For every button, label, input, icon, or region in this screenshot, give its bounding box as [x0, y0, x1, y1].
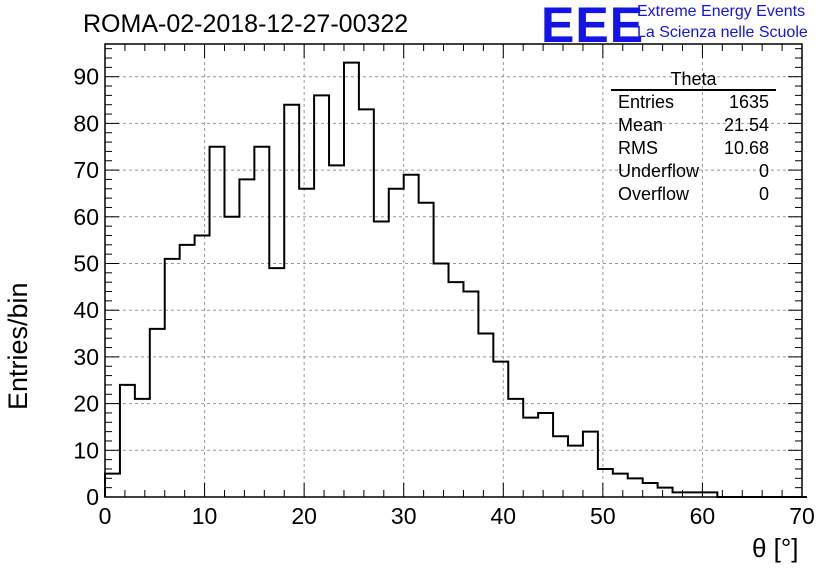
- histogram-bin: [538, 413, 553, 497]
- y-tick-label: 60: [73, 204, 99, 230]
- histogram-bin: [404, 175, 419, 497]
- histogram-bin: [434, 263, 449, 497]
- y-tick-label: 20: [73, 391, 99, 417]
- y-tick-label: 40: [73, 297, 99, 323]
- histogram-series: [104, 61, 807, 498]
- stat-label: Entries: [618, 92, 675, 112]
- x-tick-label: 50: [590, 503, 616, 529]
- histogram-bin: [314, 95, 329, 497]
- x-tick-label: 0: [99, 503, 112, 529]
- histogram-bin: [329, 165, 344, 497]
- logo-subtitle-1: Extreme Energy Events: [637, 3, 806, 20]
- histogram-bin: [508, 399, 523, 497]
- stat-label: Mean: [618, 115, 664, 135]
- histogram-bin: [195, 235, 210, 497]
- x-tick-label: 40: [490, 503, 516, 529]
- y-tick-label: 70: [73, 157, 99, 183]
- chart-title: ROMA-02-2018-12-27-00322: [83, 10, 409, 38]
- stat-value: 1635: [728, 92, 769, 112]
- histogram-bin: [180, 245, 195, 497]
- plot-frame: [104, 43, 803, 498]
- histogram-bin: [135, 399, 150, 497]
- histogram-bin: [269, 268, 284, 497]
- x-axis-label: θ [°]: [752, 533, 799, 563]
- histogram-bin: [419, 203, 434, 497]
- stat-value: 0: [758, 184, 769, 204]
- stat-row-overflow: Overflow 0: [611, 183, 776, 206]
- stat-label: RMS: [618, 138, 658, 158]
- histogram-bin: [463, 292, 478, 497]
- histogram-bin: [658, 488, 673, 497]
- stat-row-entries: Entries 1635: [611, 91, 776, 114]
- histogram-outline: [104, 61, 807, 498]
- histogram-bin: [284, 105, 299, 497]
- histogram-bin: [598, 469, 613, 497]
- stat-label: Underflow: [618, 161, 700, 181]
- histogram-bin: [643, 483, 658, 497]
- histogram-bin: [254, 147, 269, 497]
- histogram-bin: [165, 259, 180, 497]
- histogram-bin: [613, 474, 628, 497]
- stat-label: Overflow: [618, 184, 690, 204]
- eee-logo: EEE: [541, 0, 645, 53]
- histogram-bin: [449, 282, 464, 497]
- histogram-bin: [374, 221, 389, 497]
- histogram-bin: [210, 147, 225, 497]
- x-tick-label: 70: [789, 503, 815, 529]
- histogram-bin: [478, 334, 493, 497]
- histogram-bin: [120, 385, 135, 497]
- y-tick-label: 30: [73, 344, 99, 370]
- histogram-bin: [493, 362, 508, 497]
- stat-row-rms: RMS 10.68: [611, 137, 776, 160]
- stats-box: Theta Entries 1635 Mean 21.54 RMS 10.68 …: [611, 69, 776, 206]
- histogram-bin: [239, 179, 254, 497]
- stat-row-underflow: Underflow 0: [611, 160, 776, 183]
- x-tick-label: 30: [391, 503, 417, 529]
- histogram-bin: [150, 329, 165, 497]
- axes: 0 10 20 30 40 50 60 70 0 10 20 30 40 50 60 70 80 90: [73, 43, 815, 529]
- histogram-bin: [628, 478, 643, 497]
- y-tick-label: 90: [73, 64, 99, 90]
- histogram-bin: [568, 446, 583, 497]
- histogram-bin: [105, 474, 120, 497]
- stat-value: 10.68: [723, 138, 769, 158]
- histogram-bin: [553, 436, 568, 497]
- x-tick-label: 60: [690, 503, 716, 529]
- histogram-bin: [359, 109, 374, 497]
- stats-title: Theta: [611, 69, 776, 91]
- logo-subtitle-2: La Scienza nelle Scuole: [637, 24, 808, 41]
- histogram-bin: [583, 432, 598, 497]
- stat-row-mean: Mean 21.54: [611, 114, 776, 137]
- grid-lines: [105, 44, 802, 497]
- stat-value: 0: [758, 161, 769, 181]
- y-tick-label: 50: [73, 250, 99, 276]
- histogram-bin: [523, 418, 538, 497]
- y-tick-label: 0: [86, 484, 99, 510]
- histogram-bin: [344, 63, 359, 497]
- y-tick-label: 10: [73, 437, 99, 463]
- y-tick-label: 80: [73, 110, 99, 136]
- x-tick-label: 20: [291, 503, 317, 529]
- stat-value: 21.54: [723, 115, 769, 135]
- y-axis-label: Entries/bin: [3, 282, 33, 410]
- x-tick-label: 10: [192, 503, 218, 529]
